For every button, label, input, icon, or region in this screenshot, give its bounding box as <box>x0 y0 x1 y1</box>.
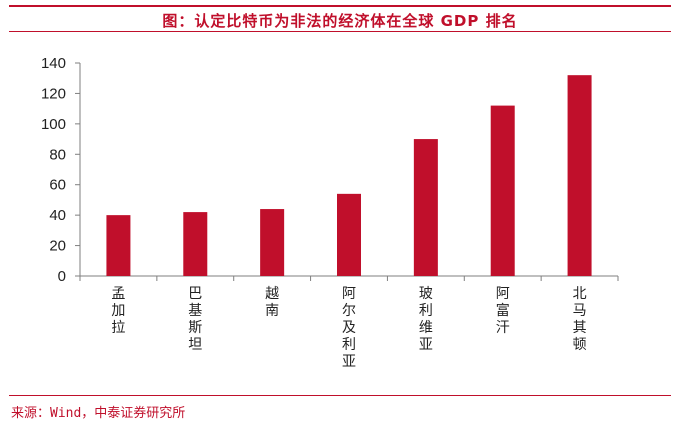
x-category-char: 孟 <box>111 286 125 302</box>
x-category-char: 加 <box>111 303 125 319</box>
x-category-label: 巴基斯坦 <box>188 286 202 353</box>
y-tick-label: 120 <box>41 85 66 102</box>
footer-divider <box>9 395 671 396</box>
x-category-char: 马 <box>573 303 587 319</box>
chart-title: 图：认定比特币为非法的经济体在全球 GDP 排名 <box>162 12 518 30</box>
x-category-char: 南 <box>265 303 279 319</box>
y-tick-label: 100 <box>41 116 66 133</box>
x-category-char: 富 <box>496 302 510 319</box>
x-category-char: 及 <box>342 320 356 336</box>
bar <box>567 75 592 277</box>
y-tick-label: 40 <box>49 207 66 224</box>
x-category-char: 玻 <box>419 286 433 302</box>
y-tick-label: 60 <box>49 177 66 194</box>
x-category-label: 越南 <box>265 286 279 319</box>
source-note: 来源：Wind，中泰证券研究所 <box>11 406 186 421</box>
x-category-char: 维 <box>419 320 433 336</box>
chart-title-bar: 图：认定比特币为非法的经济体在全球 GDP 排名 <box>9 5 671 32</box>
x-category-char: 汗 <box>496 320 510 336</box>
y-tick-label: 20 <box>49 238 66 255</box>
x-category-char: 顿 <box>573 337 587 353</box>
bar <box>490 105 515 276</box>
x-category-char: 北 <box>573 286 587 302</box>
x-category-char: 尔 <box>342 303 356 319</box>
x-category-char: 利 <box>342 337 356 353</box>
bar <box>413 139 438 276</box>
x-category-char: 亚 <box>419 337 433 353</box>
x-category-label: 阿富汗 <box>496 286 510 336</box>
x-category-char: 其 <box>573 320 587 336</box>
x-category-char: 越 <box>265 286 279 302</box>
x-category-label: 阿尔及利亚 <box>342 286 356 370</box>
bar <box>260 209 285 276</box>
x-category-char: 利 <box>419 303 433 319</box>
bar <box>337 193 361 276</box>
x-category-char: 斯 <box>188 320 202 336</box>
x-category-label: 玻利维亚 <box>419 286 433 353</box>
x-category-char: 坦 <box>188 337 202 353</box>
x-category-char: 阿 <box>342 286 356 302</box>
bar <box>106 215 131 276</box>
chart-y-ticks: 0 20 40 60 80 100 120 140 <box>41 55 80 285</box>
x-category-char: 巴 <box>188 286 202 302</box>
x-category-char: 阿 <box>496 286 510 302</box>
x-category-label: 北马其顿 <box>573 286 587 353</box>
chart-bars <box>106 75 592 277</box>
x-category-char: 基 <box>188 302 202 319</box>
y-tick-label: 0 <box>58 268 66 285</box>
x-category-char: 拉 <box>111 320 125 336</box>
y-tick-label: 140 <box>41 55 66 72</box>
x-category-label: 孟加拉 <box>111 286 125 336</box>
x-category-char: 亚 <box>342 354 356 370</box>
bar <box>183 212 208 276</box>
y-tick-label: 80 <box>49 146 66 163</box>
